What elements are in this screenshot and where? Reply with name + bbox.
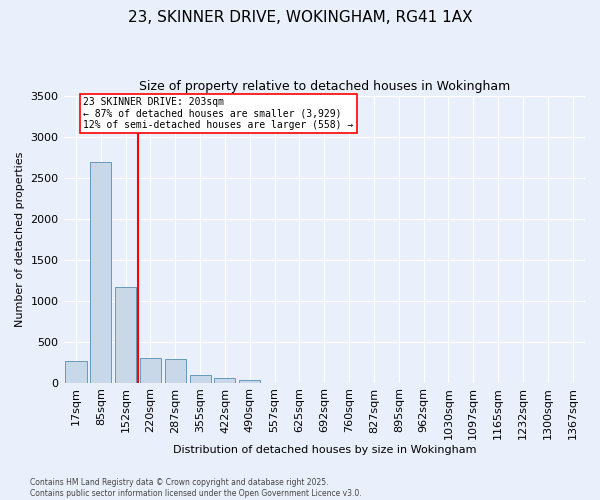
Bar: [115, 287, 136, 382]
Title: Size of property relative to detached houses in Wokingham: Size of property relative to detached ho…: [139, 80, 510, 93]
Bar: [65, 361, 86, 382]
Text: 23, SKINNER DRIVE, WOKINGHAM, RG41 1AX: 23, SKINNER DRIVE, WOKINGHAM, RG41 1AX: [128, 10, 472, 25]
Text: Contains HM Land Registry data © Crown copyright and database right 2025.
Contai: Contains HM Land Registry data © Crown c…: [30, 478, 362, 498]
Bar: [90, 162, 112, 382]
Bar: [190, 375, 211, 382]
Bar: [239, 380, 260, 382]
X-axis label: Distribution of detached houses by size in Wokingham: Distribution of detached houses by size …: [173, 445, 476, 455]
Bar: [214, 378, 235, 382]
Bar: [165, 359, 186, 382]
Text: 23 SKINNER DRIVE: 203sqm
← 87% of detached houses are smaller (3,929)
12% of sem: 23 SKINNER DRIVE: 203sqm ← 87% of detach…: [83, 97, 353, 130]
Y-axis label: Number of detached properties: Number of detached properties: [15, 152, 25, 327]
Bar: [140, 358, 161, 382]
